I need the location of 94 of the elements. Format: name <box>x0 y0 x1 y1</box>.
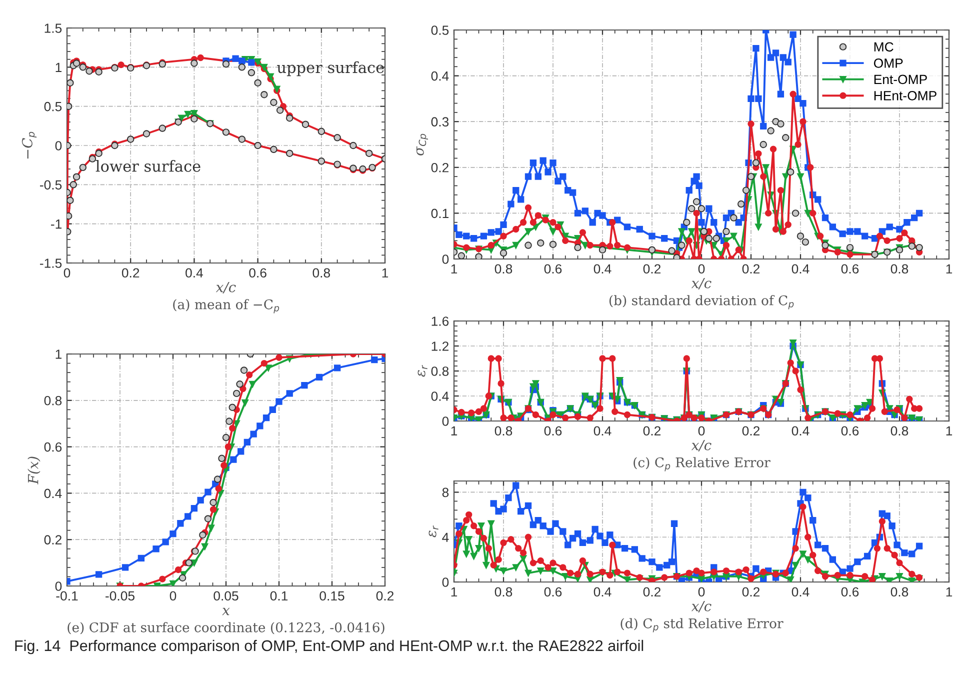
y-tick-label: 0.8 <box>44 396 62 406</box>
y-tick-label: 0.8 <box>431 366 449 376</box>
x-tick-label: 0.4 <box>594 426 612 436</box>
y-axis-title: σ$_{Cp}$ <box>416 134 428 156</box>
y-axis-title: −C$_{p}$ <box>22 132 37 159</box>
y-tick-label: 4 <box>442 532 449 542</box>
text: (d) C$_{p}$ std Relative Error <box>620 618 784 632</box>
x-axis-title: x <box>222 608 230 616</box>
x-tick-label: 0.2 <box>742 587 760 597</box>
y-tick-label: 0.4 <box>431 392 449 401</box>
legend-label: Ent-OMP <box>874 74 927 84</box>
y-tick-label: 1.5 <box>44 24 62 33</box>
y-tick-label: 0.4 <box>44 488 62 498</box>
x-tick-label: 0.4 <box>186 268 203 278</box>
y-tick-label: 0.1 <box>431 208 448 218</box>
text: (c) C$_{p}$ Relative Error <box>634 457 770 472</box>
x-tick-label: 0.4 <box>594 264 612 274</box>
x-axis-title: x/c <box>216 282 236 294</box>
text: (a) mean of −C$_{p}$ <box>173 299 280 314</box>
x-tick-label: 0.6 <box>544 426 562 436</box>
y-tick-label: 0.6 <box>44 442 62 452</box>
y-tick-label: 0 <box>55 141 62 150</box>
x-tick-label: 1 <box>946 587 952 596</box>
y-tick-label: 1.6 <box>432 316 449 326</box>
x-tick-label: 0.2 <box>643 426 661 436</box>
x-axis-title: x/c <box>691 600 712 612</box>
x-tick-label: 0.2 <box>376 591 394 601</box>
x-tick-label: 0.4 <box>792 264 810 274</box>
y-tick-label: 0 <box>442 578 449 587</box>
x-tick-label: 0.1 <box>270 591 288 601</box>
x-tick-label: 0.6 <box>841 426 859 436</box>
x-tick-label: 0.2 <box>122 268 140 278</box>
legend-label: MC <box>874 42 894 52</box>
x-tick-label: 0.6 <box>544 587 562 597</box>
y-tick-label: 0.5 <box>431 26 449 35</box>
x-tick-label: 0.2 <box>643 264 661 274</box>
x-tick-label: 1 <box>382 268 388 278</box>
y-tick-label: 1 <box>56 62 62 72</box>
annotation: lower surface <box>96 160 200 172</box>
y-tick-label: -1 <box>50 220 62 229</box>
y-tick-label: 8 <box>442 488 449 498</box>
x-tick-label: 0.6 <box>249 268 266 278</box>
y-tick-label: 1 <box>56 350 62 359</box>
y-tick-label: 0 <box>442 254 449 264</box>
y-tick-label: 0 <box>442 416 449 426</box>
x-axis-title: x/c <box>691 440 712 452</box>
x-tick-label: 1 <box>946 264 952 274</box>
y-axis-title: ε$_{r}$ <box>418 364 428 377</box>
legend-label: OMP <box>874 58 903 68</box>
x-tick-label: 0.4 <box>792 426 810 436</box>
y-tick-label: 0.4 <box>431 71 449 81</box>
text: (b) standard deviation of C$_{p}$ <box>609 295 794 310</box>
legend-label: HEnt-OMP <box>874 91 936 100</box>
x-tick-label: 0 <box>698 426 705 436</box>
x-tick-label: 1 <box>451 426 458 436</box>
y-tick-label: -0.5 <box>40 180 62 190</box>
x-tick-label: 0.2 <box>742 264 760 274</box>
x-tick-label: 0.8 <box>890 426 908 436</box>
x-tick-label: 0 <box>698 264 705 274</box>
x-tick-label: 1 <box>451 587 458 596</box>
y-tick-label: 0.2 <box>44 535 62 545</box>
y-axis-title: F(x) <box>28 456 40 484</box>
x-tick-label: -0.05 <box>106 591 134 601</box>
x-tick-label: 0 <box>64 268 70 278</box>
y-tick-label: 0.2 <box>431 162 448 172</box>
caption: Fig. 14 Performance comparison of OMP, Ent-OMP and HEnt-OMP w.r.t. the RAE2822 airfoil <box>15 640 644 654</box>
y-tick-label: 1.2 <box>432 342 448 351</box>
x-tick-label: 1 <box>946 426 952 436</box>
x-tick-label: 0.8 <box>494 587 512 597</box>
x-tick-label: 0.8 <box>890 264 908 274</box>
x-tick-label: 0.4 <box>594 587 612 597</box>
x-tick-label: 0.05 <box>214 591 238 601</box>
x-tick-label: 0.8 <box>890 587 908 597</box>
x-tick-label: 0.15 <box>320 591 344 601</box>
x-tick-label: 0.6 <box>841 264 859 274</box>
x-tick-label: 0.2 <box>742 426 760 436</box>
x-axis-title: x/c <box>691 278 712 290</box>
y-tick-label: 0.5 <box>44 102 62 112</box>
x-tick-label: 0 <box>170 591 176 601</box>
text: (e) CDF at surface coordinate (0.1223, -0.0416) <box>68 622 384 634</box>
x-tick-label: 0.6 <box>841 587 859 597</box>
x-tick-label: 0.2 <box>643 587 661 597</box>
x-tick-label: 0.6 <box>544 264 562 274</box>
annotation: upper surface <box>277 61 384 76</box>
y-axis-title: ε$_{r}$ <box>428 525 438 538</box>
y-tick-label: -1.5 <box>40 258 62 268</box>
x-tick-label: 0.8 <box>494 264 512 274</box>
x-tick-label: 0.8 <box>312 268 330 278</box>
x-tick-label: 0 <box>698 587 705 597</box>
x-tick-label: 0.4 <box>792 587 810 597</box>
x-tick-label: 0.8 <box>494 426 512 436</box>
y-tick-label: 0.3 <box>431 117 449 127</box>
x-tick-label: 1 <box>451 264 458 274</box>
x-tick-label: -0.1 <box>56 591 78 601</box>
